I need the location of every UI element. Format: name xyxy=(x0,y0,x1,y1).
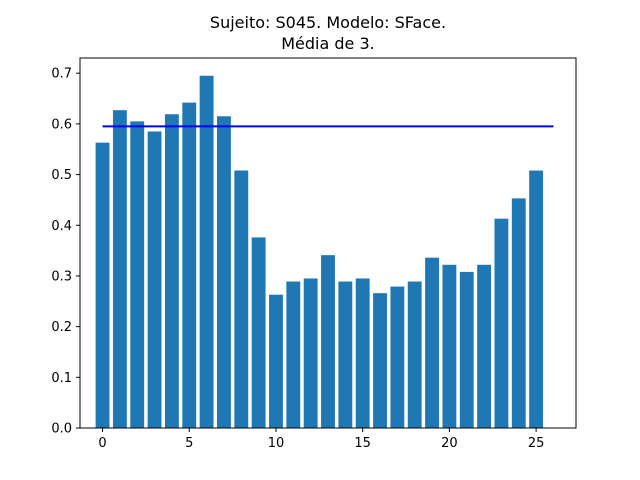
bar-13 xyxy=(321,255,335,428)
plot-frame xyxy=(79,57,577,429)
bar-1 xyxy=(112,110,127,429)
bar-21 xyxy=(459,271,474,428)
bar-17 xyxy=(390,286,405,428)
bar-15 xyxy=(355,278,370,428)
x-tick-label: 15 xyxy=(354,436,371,451)
bar-16 xyxy=(373,293,387,428)
x-tick-label: 5 xyxy=(185,436,193,451)
bar-20 xyxy=(442,264,457,428)
chart-title-line-1: Sujeito: S045. Modelo: SFace. xyxy=(210,13,446,32)
bar-7 xyxy=(217,116,231,429)
bar-10 xyxy=(269,294,283,428)
y-tick-label: 0.2 xyxy=(51,320,72,335)
bar-8 xyxy=(234,170,249,428)
bar-6 xyxy=(199,75,214,429)
bar-18 xyxy=(407,281,422,428)
bar-3 xyxy=(147,131,162,428)
bar-22 xyxy=(477,264,492,428)
y-tick-label: 0.4 xyxy=(51,219,72,234)
bar-5 xyxy=(182,102,197,429)
bar-9 xyxy=(251,237,266,428)
y-tick-label: 0.1 xyxy=(51,371,72,386)
x-tick-label: 0 xyxy=(98,436,106,451)
bar-25 xyxy=(529,170,544,428)
bar-2 xyxy=(130,121,145,428)
y-axis: 0.0 0.1 0.2 0.3 0.4 0.5 0.6 0.7 xyxy=(51,67,80,437)
bar-11 xyxy=(286,281,301,428)
x-tick-label: 25 xyxy=(528,436,545,451)
x-axis: 0 5 10 15 20 25 xyxy=(98,428,544,451)
bar-0 xyxy=(95,142,110,428)
bar-23 xyxy=(494,218,509,428)
chart-title-line-2: Média de 3. xyxy=(281,34,375,53)
bar-14 xyxy=(338,281,353,428)
bar-4 xyxy=(164,114,179,428)
y-tick-label: 0.5 xyxy=(51,168,72,183)
x-tick-label: 20 xyxy=(441,436,458,451)
y-tick-label: 0.7 xyxy=(51,67,72,82)
bar-24 xyxy=(511,198,526,428)
y-tick-label: 0.0 xyxy=(51,422,72,437)
y-tick-label: 0.6 xyxy=(51,117,72,132)
bar-series xyxy=(95,75,544,429)
y-tick-label: 0.3 xyxy=(51,269,72,284)
bar-12 xyxy=(303,278,318,428)
bar-19 xyxy=(425,257,439,428)
x-tick-label: 10 xyxy=(268,436,285,451)
